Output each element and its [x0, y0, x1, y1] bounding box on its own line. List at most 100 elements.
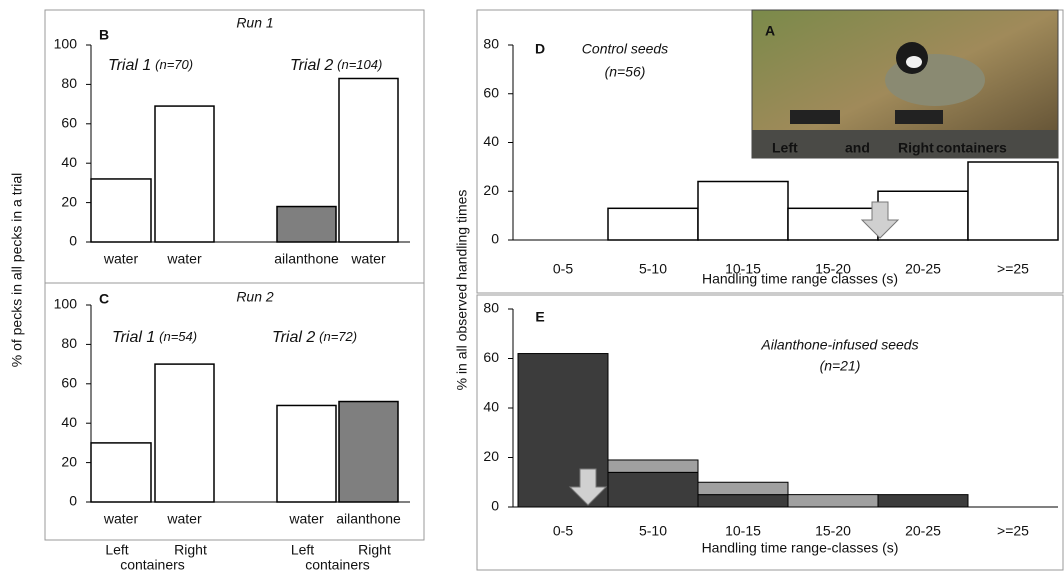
group-name: Trial 2 [272, 329, 315, 346]
x-tick-label: 5-10 [639, 523, 667, 539]
y-tick-label: 20 [483, 182, 499, 198]
x-tick-label: 5-10 [639, 261, 667, 277]
y-tick-label: 20 [61, 453, 77, 469]
side-label: Left [291, 542, 314, 558]
y-tick-label: 0 [69, 493, 77, 509]
group-label: Trial 2 (n=104) [290, 57, 382, 75]
chart-title: Ailanthone-infused seeds [760, 337, 918, 353]
side-label: Right [174, 542, 207, 558]
bar [90, 442, 152, 503]
bar [276, 205, 337, 243]
bar-segment [607, 459, 699, 473]
panel-letter: D [535, 41, 545, 57]
bar [607, 207, 699, 241]
y-tick-label: 80 [61, 335, 77, 351]
y-tick-label: 60 [61, 115, 77, 131]
y-tick-label: 60 [483, 349, 499, 365]
y-tick-label: 40 [483, 399, 499, 415]
x-tick-label: water [103, 251, 139, 267]
x-axis-label: Handling time range classes (s) [702, 271, 898, 287]
y-tick-label: 0 [491, 231, 499, 247]
photo-container [895, 110, 943, 124]
x-tick-label: 15-20 [815, 261, 851, 277]
side-caption: containers [120, 557, 185, 571]
bar-segment [697, 494, 789, 508]
chart-subtitle: (n=21) [820, 358, 861, 374]
x-tick-label: ailanthone [274, 251, 339, 267]
bar [338, 77, 399, 243]
side-label: Left [105, 542, 128, 558]
inset-caption: containers [936, 140, 1007, 156]
bar [877, 190, 969, 241]
x-tick-label: 0-5 [553, 523, 573, 539]
bar [338, 400, 399, 503]
y-tick-label: 40 [61, 154, 77, 170]
chart-title: Run 2 [236, 289, 274, 305]
y-tick-label: 20 [483, 448, 499, 464]
x-tick-label: water [103, 511, 139, 527]
panel-frame [476, 294, 1064, 571]
x-tick-label: >=25 [997, 523, 1029, 539]
x-tick-label: water [166, 251, 202, 267]
photo-bird-cheek [906, 56, 922, 68]
photo-band [752, 130, 1058, 158]
bar-segment [607, 471, 699, 508]
y-tick-label: 100 [54, 296, 78, 312]
group-n: (n=104) [337, 57, 382, 72]
panel-letter: E [535, 309, 544, 325]
bar-segment [787, 494, 879, 508]
arrow [860, 201, 900, 239]
x-tick-label: water [288, 511, 324, 527]
bar [787, 207, 879, 241]
chart-title: Run 1 [236, 15, 273, 31]
group-name: Trial 1 [112, 329, 155, 346]
group-name: Trial 1 [108, 57, 151, 74]
x-tick-label: 15-20 [815, 523, 851, 539]
y-tick-label: 60 [61, 375, 77, 391]
inset-letter: A [765, 23, 775, 39]
bar [154, 105, 215, 243]
x-tick-label: ailanthone [336, 511, 401, 527]
inset-caption: and [845, 140, 870, 156]
y-tick-label: 80 [483, 300, 499, 316]
y-axis-label: % in all observed handling times [454, 190, 470, 391]
bar-segment [697, 481, 789, 496]
x-tick-label: >=25 [997, 261, 1029, 277]
x-tick-label: 0-5 [553, 261, 573, 277]
panel-letter: C [99, 291, 109, 307]
group-n: (n=70) [155, 57, 193, 72]
y-tick-label: 80 [483, 36, 499, 52]
inset-caption: Left [772, 140, 798, 156]
group-n: (n=72) [319, 329, 357, 344]
x-tick-label: 10-15 [725, 523, 761, 539]
side-caption: containers [305, 557, 370, 571]
x-tick-label: 20-25 [905, 261, 941, 277]
y-tick-label: 20 [61, 193, 77, 209]
x-tick-label: 20-25 [905, 523, 941, 539]
group-label: Trial 2 (n=72) [272, 329, 357, 347]
group-n: (n=54) [159, 329, 197, 344]
chart-title: Control seeds [582, 41, 668, 57]
y-tick-label: 0 [69, 233, 77, 249]
y-tick-label: 40 [483, 133, 499, 149]
y-tick-label: 80 [61, 75, 77, 91]
bar [697, 180, 789, 241]
bar [276, 404, 337, 503]
arrow [568, 468, 608, 506]
bar-segment [877, 494, 969, 508]
y-tick-label: 0 [491, 498, 499, 514]
group-label: Trial 1 (n=54) [112, 329, 197, 347]
x-tick-label: water [166, 511, 202, 527]
y-tick-label: 40 [61, 414, 77, 430]
bar [967, 161, 1059, 241]
x-tick-label: water [350, 251, 386, 267]
y-tick-label: 60 [483, 84, 499, 100]
photo-container [790, 110, 840, 124]
x-axis-label: Handling time range-classes (s) [702, 540, 899, 556]
group-name: Trial 2 [290, 57, 333, 74]
inset-caption: Right [898, 140, 934, 156]
x-tick-label: 10-15 [725, 261, 761, 277]
bar [154, 363, 215, 503]
